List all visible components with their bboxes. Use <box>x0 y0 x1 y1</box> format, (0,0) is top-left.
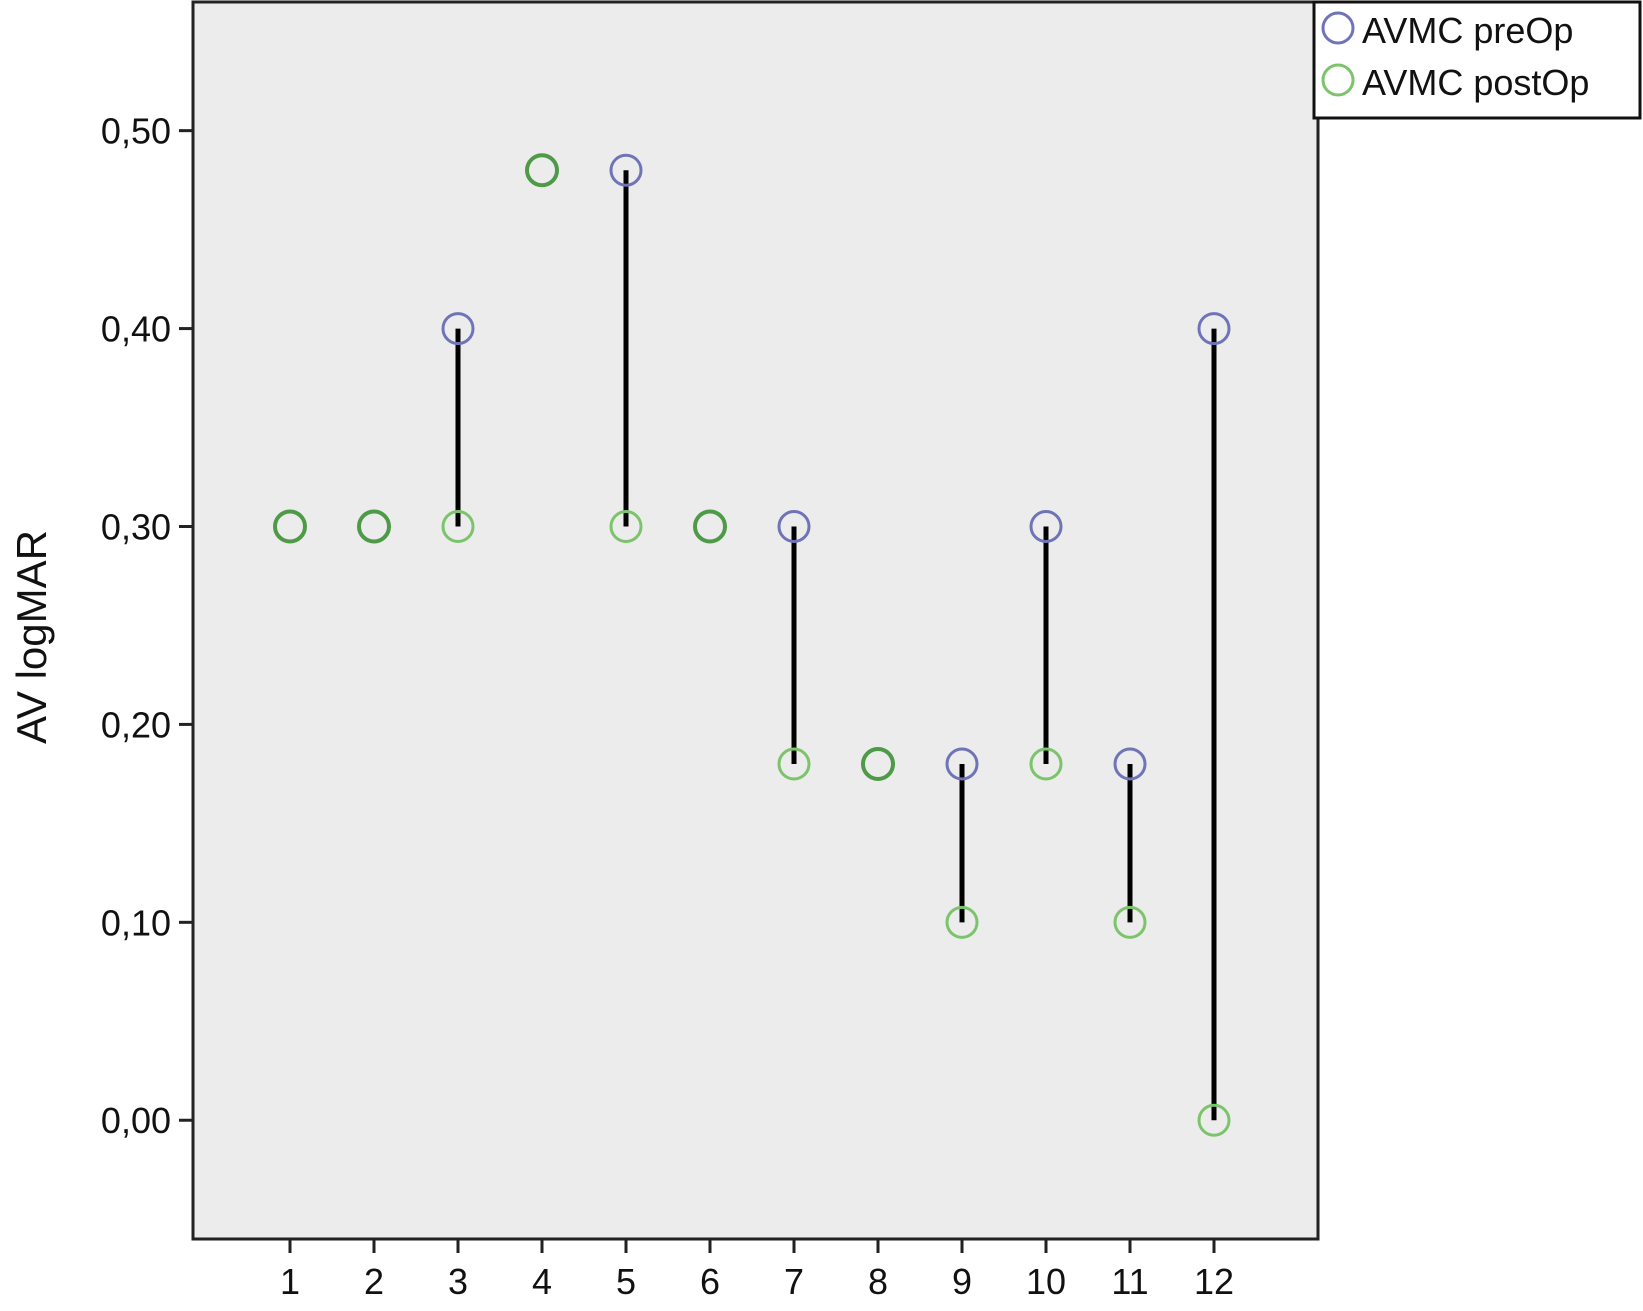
data-points <box>273 153 1231 1137</box>
y-tick-label: 0,00 <box>101 1100 171 1141</box>
data-point-preop <box>777 509 811 543</box>
data-point-preop <box>609 153 643 187</box>
legend-box <box>1312 0 1642 120</box>
legend-marker-postop <box>1321 63 1355 97</box>
x-tick-label: 9 <box>952 1261 972 1302</box>
data-point-overlap <box>525 153 559 188</box>
y-tick-label: 0,20 <box>101 704 171 745</box>
legend: AVMC preOp AVMC postOp <box>1312 0 1642 120</box>
data-point-postop <box>777 747 811 781</box>
y-tick-label: 0,40 <box>101 309 171 350</box>
data-point-postop <box>1029 747 1063 781</box>
x-tick-label: 5 <box>616 1261 636 1302</box>
data-point-preop <box>441 312 475 346</box>
y-tick-label: 0,30 <box>101 506 171 547</box>
data-point-overlap <box>693 509 727 544</box>
x-tick-label: 11 <box>1111 1261 1148 1302</box>
data-point-postop <box>1197 1103 1231 1137</box>
x-tick-label: 1 <box>280 1261 300 1302</box>
x-tick-label: 3 <box>448 1261 468 1302</box>
data-point-postop <box>945 905 979 939</box>
x-tick-label: 6 <box>700 1261 720 1302</box>
x-tick-label: 8 <box>868 1261 888 1302</box>
connector-lines <box>455 170 1217 1121</box>
data-point-preop <box>1029 509 1063 543</box>
data-point-overlap <box>357 509 391 544</box>
legend-marker-preop <box>1321 11 1355 45</box>
data-point-postop <box>609 509 643 543</box>
data-point-preop <box>1113 747 1147 781</box>
x-tick-label: 7 <box>784 1261 804 1302</box>
legend-label-preop: AVMC preOp <box>1362 10 1573 51</box>
y-axis-title: AV logMAR <box>8 530 55 744</box>
y-tick-label: 0,50 <box>101 111 171 152</box>
data-point-postop <box>1113 905 1147 939</box>
x-tick-label: 4 <box>532 1261 552 1302</box>
legend-label-postop: AVMC postOp <box>1362 62 1589 103</box>
data-point-postop <box>441 509 475 543</box>
x-tick-label: 12 <box>1194 1261 1234 1302</box>
data-point-preop <box>945 747 979 781</box>
plot-area <box>191 0 1320 1241</box>
data-point-preop <box>1197 312 1231 346</box>
x-tick-label: 10 <box>1026 1261 1066 1302</box>
data-point-overlap <box>273 509 307 544</box>
y-axis: 0,00 0,10 0,20 0,30 0,40 0,50 <box>101 111 193 1141</box>
x-tick-label: 2 <box>364 1261 384 1302</box>
y-tick-label: 0,10 <box>101 902 171 943</box>
data-point-overlap <box>861 746 895 781</box>
x-axis: 1 2 3 4 5 6 7 8 9 10 11 12 <box>280 1239 1234 1302</box>
